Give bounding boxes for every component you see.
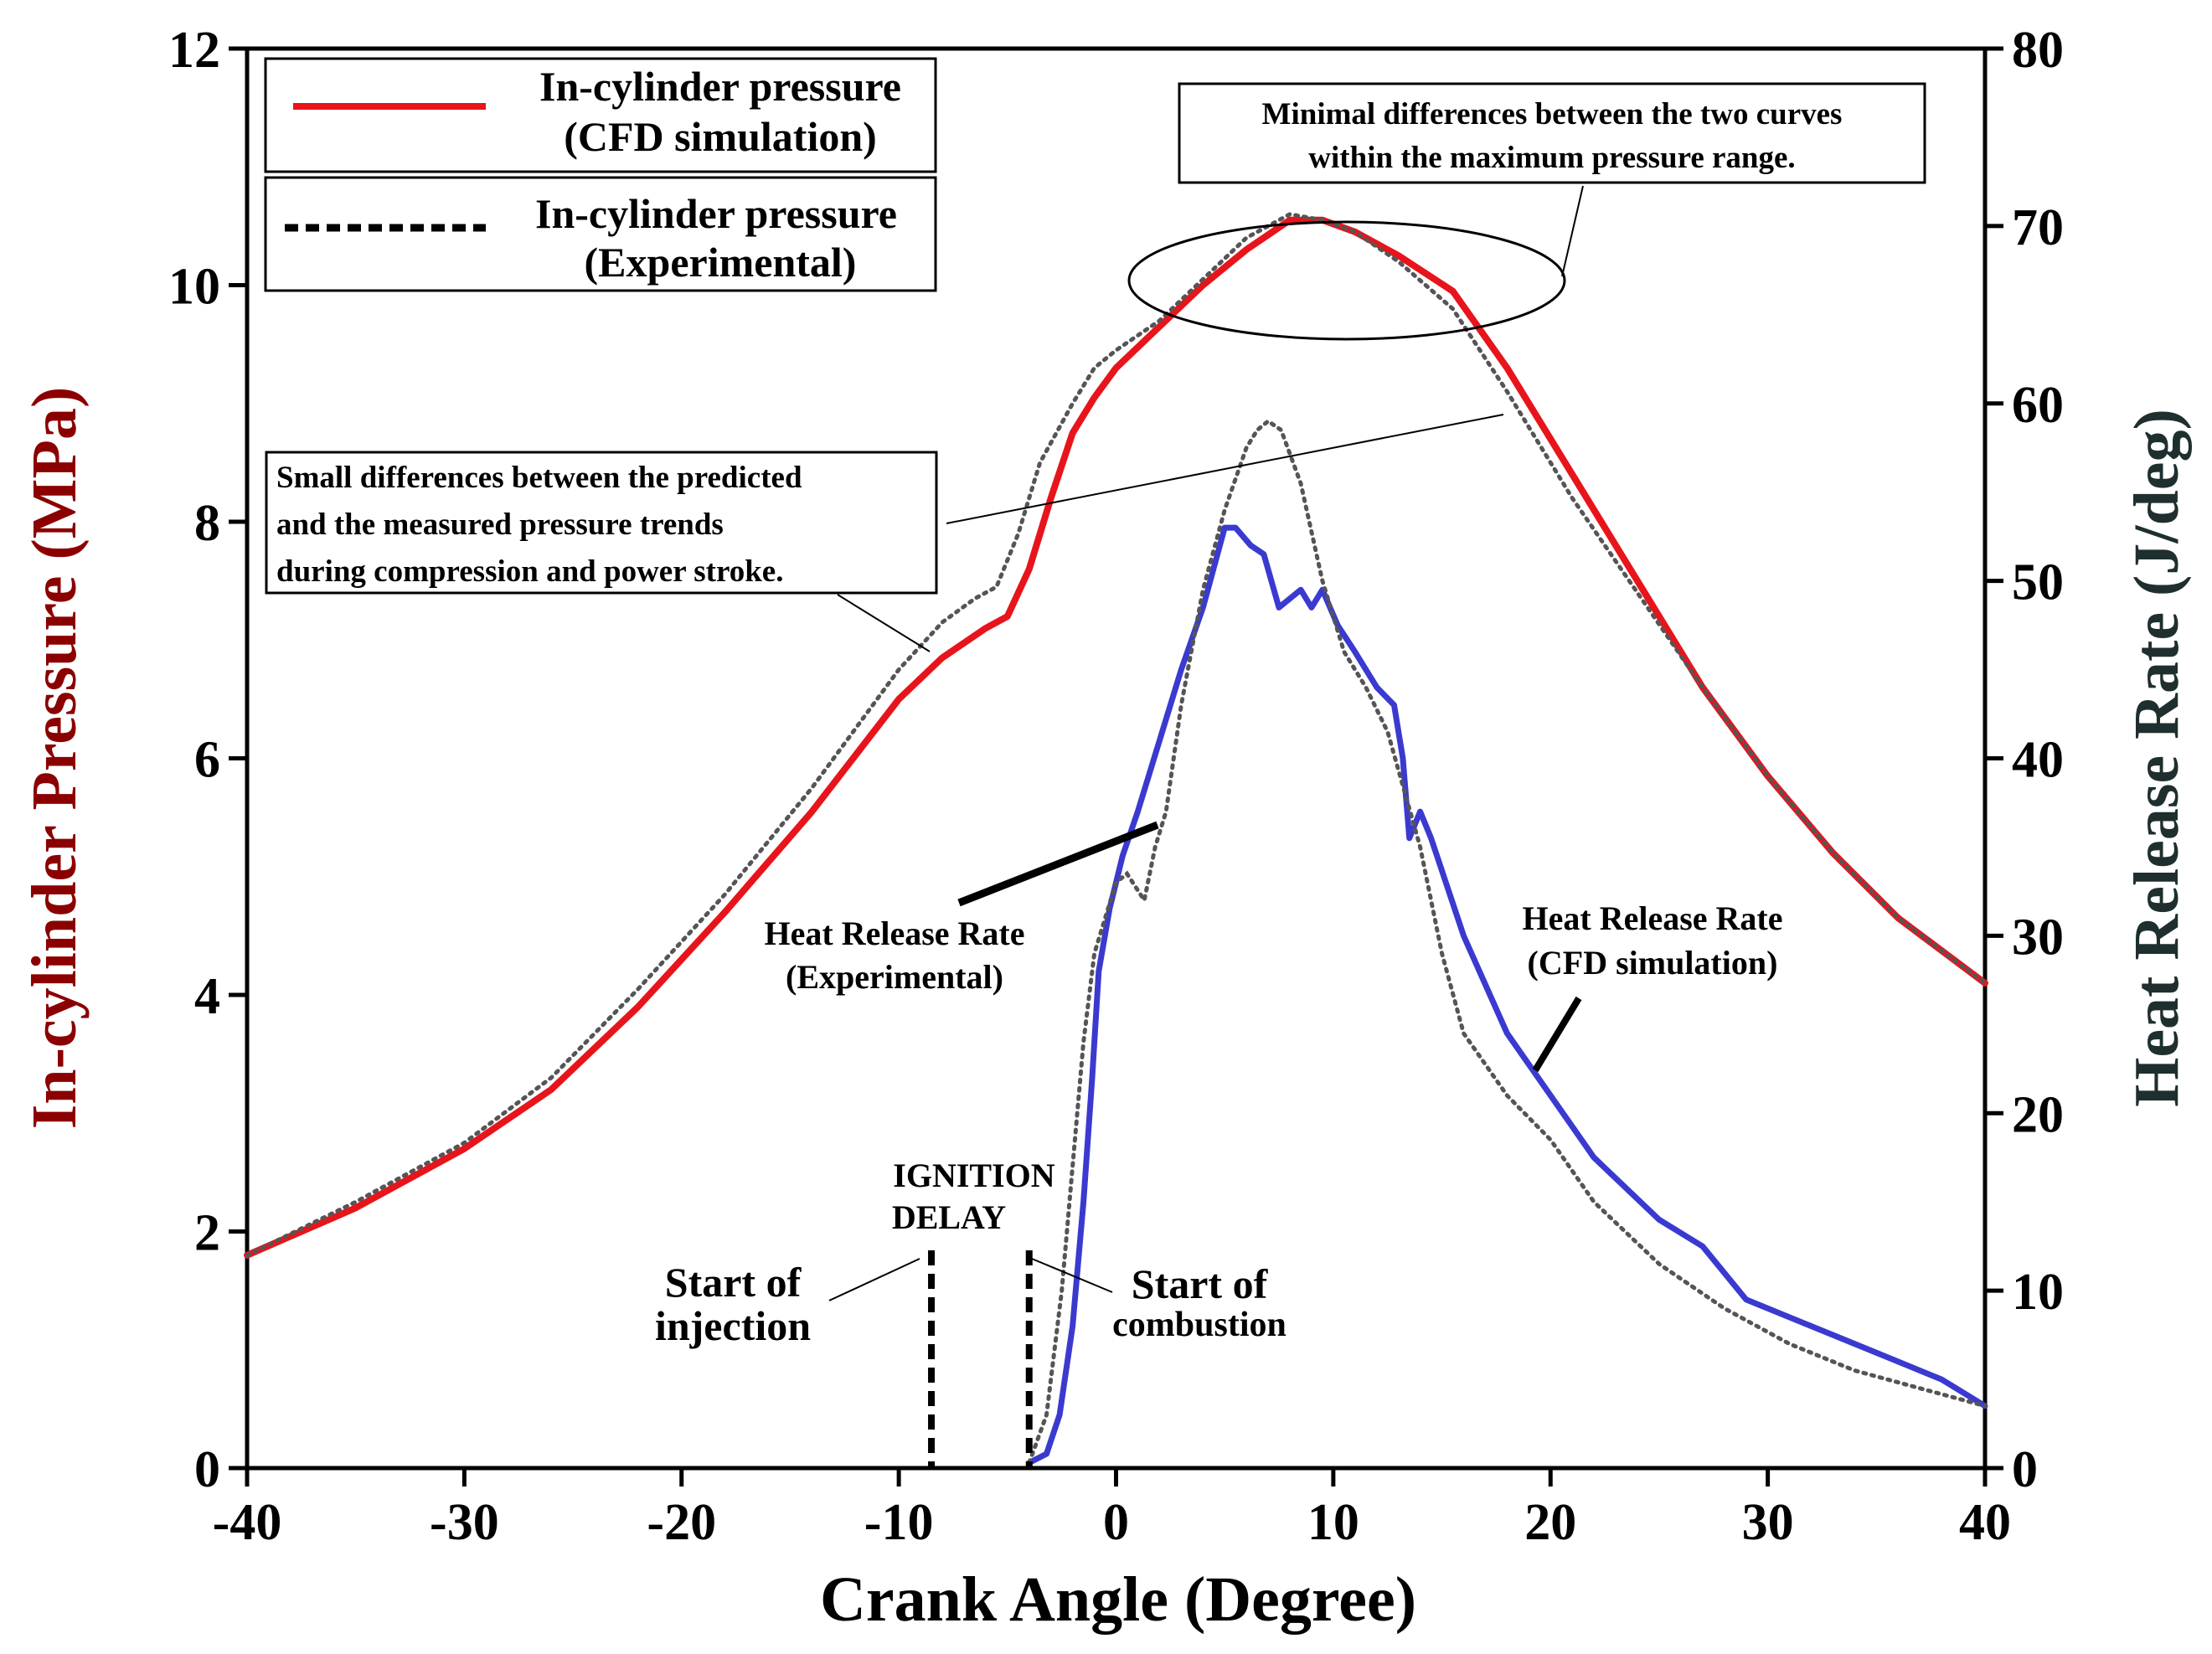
leader-hrr-cfd [1532, 996, 1582, 1073]
label-hrr-experimental-line2: (Experimental) [786, 958, 1003, 996]
note-leader-small-diff-upper [946, 414, 1504, 524]
x-axis-ticks: -40 -30 -20 -10 0 10 20 30 40 [213, 1468, 2011, 1551]
y2-axis-title: Heat Release Rate (J/deg) [2122, 409, 2192, 1107]
leader-start-of-injection [828, 1258, 920, 1301]
y1-tick-label: 12 [168, 22, 220, 79]
y2-tick-label: 60 [2012, 377, 2064, 434]
x-tick-label: 10 [1307, 1494, 1359, 1551]
label-ignition-delay-line1: IGNITION [893, 1157, 1054, 1194]
label-start-of-combustion-line2: combustion [1112, 1306, 1286, 1344]
note-leader-minimal-differences [1561, 185, 1584, 277]
y1-tick-label: 8 [194, 495, 220, 552]
y1-axis-ticks: 0 2 4 6 8 10 12 [168, 22, 247, 1498]
y2-tick-label: 70 [2012, 199, 2064, 256]
y2-axis-ticks: 0 10 20 30 40 50 60 70 80 [1985, 22, 2064, 1498]
x-tick-label: -30 [430, 1494, 499, 1551]
label-ignition-delay-line2: DELAY [892, 1198, 1006, 1236]
x-tick-label: -20 [647, 1494, 716, 1551]
x-tick-label: -40 [213, 1494, 282, 1551]
note-small-differences-line1: Small differences between the predicted [276, 461, 802, 495]
x-tick-label: -10 [864, 1494, 934, 1551]
note-minimal-differences-line2: within the maximum pressure range. [1308, 141, 1795, 175]
legend: In-cylinder pressure (CFD simulation) In… [264, 57, 937, 292]
y2-tick-label: 0 [2012, 1441, 2038, 1498]
series-line-experimental-heat-release [1027, 418, 1988, 1466]
y1-tick-label: 2 [194, 1205, 220, 1262]
series-line-cfd-pressure [244, 216, 1988, 1259]
legend-label-cfd-line1: In-cylinder pressure [539, 63, 901, 110]
label-start-of-injection-line1: Start of [665, 1259, 802, 1306]
y1-tick-label: 6 [194, 732, 220, 789]
x-tick-label: 40 [1959, 1494, 2011, 1551]
y2-tick-label: 30 [2012, 909, 2064, 966]
label-start-of-combustion-line1: Start of [1132, 1260, 1269, 1307]
x-tick-label: 20 [1524, 1494, 1576, 1551]
y1-tick-label: 4 [194, 968, 220, 1025]
y2-tick-label: 40 [2012, 732, 2064, 789]
max-pressure-ellipse [1127, 220, 1566, 341]
y2-tick-label: 80 [2012, 22, 2064, 79]
y1-tick-label: 0 [194, 1441, 220, 1498]
x-axis-title: Crank Angle (Degree) [820, 1564, 1416, 1635]
legend-label-cfd-line2: (CFD simulation) [564, 113, 877, 160]
x-tick-label: 0 [1103, 1494, 1129, 1551]
label-start-of-injection-line2: injection [655, 1302, 811, 1349]
y1-axis-title: In-cylinder Pressure (MPa) [19, 387, 90, 1130]
y2-tick-label: 10 [2012, 1264, 2064, 1321]
legend-label-experimental-line1: In-cylinder pressure [535, 190, 897, 237]
leader-hrr-experimental [957, 821, 1159, 907]
note-box-minimal-differences [1178, 82, 1926, 184]
leader-start-of-combustion [1031, 1258, 1113, 1293]
legend-label-experimental-line2: (Experimental) [585, 239, 857, 286]
note-box-small-differences [265, 451, 938, 595]
label-hrr-cfd-line1: Heat Release Rate [1523, 899, 1783, 937]
note-small-differences-line2: and the measured pressure trends [276, 508, 724, 542]
legend-box-experimental [264, 176, 937, 292]
note-minimal-differences-line1: Minimal differences between the two curv… [1262, 97, 1843, 131]
series-line-cfd-heat-release [1026, 524, 1988, 1466]
label-hrr-cfd-line2: (CFD simulation) [1528, 944, 1778, 982]
x-tick-label: 30 [1742, 1494, 1794, 1551]
note-small-differences-line3: during compression and power stroke. [276, 554, 783, 589]
series-line-experimental-pressure [245, 212, 1988, 1258]
y2-tick-label: 20 [2012, 1086, 2064, 1143]
note-leader-small-diff-lower [837, 594, 931, 652]
y1-tick-label: 10 [168, 259, 220, 316]
legend-box-cfd [264, 57, 937, 173]
label-hrr-experimental-line1: Heat Release Rate [765, 915, 1025, 952]
y2-tick-label: 50 [2012, 554, 2064, 611]
